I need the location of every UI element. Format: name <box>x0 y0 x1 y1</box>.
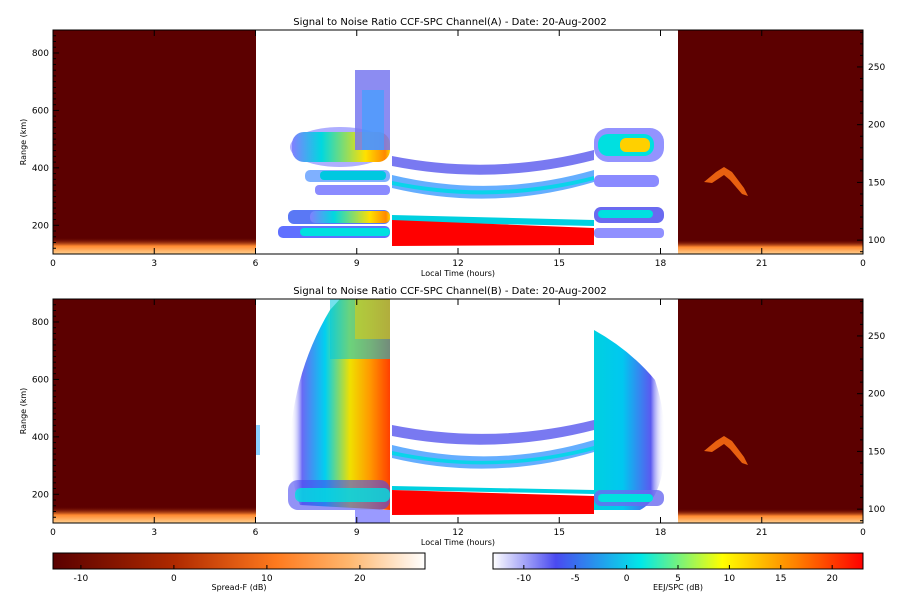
colorbar-eej-ticks: -10 -5 0 5 10 15 20 <box>516 565 838 584</box>
panel-b-eej-region <box>392 420 594 515</box>
panel-b-x-ticks: 0 3 6 9 12 15 18 21 0 <box>50 299 866 538</box>
panel-b-spreadf-feature <box>704 436 748 465</box>
colorbar-spreadf-label: Spread-F (dB) <box>211 583 266 592</box>
y2-tick-label: 250 <box>868 63 885 73</box>
panel-a-morning-layers <box>278 70 390 238</box>
panel-a-eej-region <box>392 150 594 246</box>
colorbar-spreadf-bar <box>52 552 426 570</box>
x-tick-label: 18 <box>655 528 667 538</box>
x-tick-label: 9 <box>354 528 360 538</box>
x-tick-label: 0 <box>860 528 866 538</box>
colorbar-tick-label: -5 <box>571 574 580 584</box>
panel-a-ylabel: Range (km) <box>19 119 28 166</box>
colorbar-tick-label: -10 <box>516 574 531 584</box>
panel-channel-a: Signal to Noise Ratio CCF-SPC Channel(A)… <box>19 17 885 278</box>
colorbar-tick-label: 20 <box>354 574 366 584</box>
y2-tick-label: 150 <box>868 178 885 188</box>
panel-b-xlabel: Local Time (hours) <box>421 538 495 547</box>
y-tick-label: 400 <box>32 164 49 174</box>
y-tick-label: 600 <box>32 106 49 116</box>
panel-a-xlabel: Local Time (hours) <box>421 269 495 278</box>
colorbar-spreadf-ticks: -10 0 10 20 <box>74 565 366 584</box>
panel-b-afternoon-plume <box>594 330 665 510</box>
colorbar-tick-label: 0 <box>171 574 177 584</box>
panel-a-spreadf-right <box>678 30 863 254</box>
colorbar-spreadf: -10 0 10 20 Spread-F (dB) <box>52 552 426 592</box>
panel-b-y-ticks: 200 400 600 800 <box>32 298 59 524</box>
panel-b-spreadf-right <box>678 299 863 523</box>
panel-b-title: Signal to Noise Ratio CCF-SPC Channel(B)… <box>293 286 607 297</box>
colorbar-tick-label: 20 <box>826 574 838 584</box>
y-tick-label: 200 <box>32 490 49 500</box>
x-tick-label: 6 <box>253 528 259 538</box>
colorbar-tick-label: -10 <box>74 574 89 584</box>
panel-b-spreadf-left <box>53 299 256 523</box>
x-tick-label: 0 <box>50 528 56 538</box>
panel-a-title: Signal to Noise Ratio CCF-SPC Channel(A)… <box>293 17 607 28</box>
y2-tick-label: 100 <box>868 505 885 515</box>
panel-a-x-ticks: 0 3 6 9 12 15 18 21 0 <box>50 30 866 269</box>
x-tick-label: 21 <box>756 259 767 269</box>
colorbar-tick-label: 0 <box>624 574 630 584</box>
x-tick-label: 15 <box>554 259 565 269</box>
panel-b-ylabel: Range (km) <box>19 388 28 435</box>
x-tick-label: 21 <box>756 528 767 538</box>
y-tick-label: 600 <box>32 375 49 385</box>
colorbar-eej: -10 -5 0 5 10 15 20 EEJ/SPC (dB) <box>492 552 864 592</box>
colorbar-tick-label: 15 <box>775 574 786 584</box>
panel-a-spreadf-left <box>53 30 256 254</box>
x-tick-label: 0 <box>860 259 866 269</box>
panel-b-spreadf-left-bottom-layer <box>53 507 256 523</box>
y-tick-label: 800 <box>32 49 49 59</box>
x-tick-label: 3 <box>151 259 157 269</box>
x-tick-label: 18 <box>655 259 667 269</box>
panel-a-y-ticks: 200 400 600 800 <box>32 29 59 255</box>
panel-b-spreadf-right-bottom-layer <box>678 509 863 523</box>
x-tick-label: 15 <box>554 528 565 538</box>
panel-a-y2-ticks: 100 150 200 250 <box>857 31 885 253</box>
y2-tick-label: 150 <box>868 447 885 457</box>
y-tick-label: 200 <box>32 221 49 231</box>
panel-channel-b: Signal to Noise Ratio CCF-SPC Channel(B)… <box>19 286 885 547</box>
x-tick-label: 12 <box>452 259 463 269</box>
panel-a-spreadf-left-bottom-layer <box>53 238 256 254</box>
panel-a-spreadf-right-bottom-layer <box>678 240 863 254</box>
x-tick-label: 12 <box>452 528 463 538</box>
x-tick-label: 6 <box>253 259 259 269</box>
y2-tick-label: 200 <box>868 121 885 131</box>
y2-tick-label: 250 <box>868 332 885 342</box>
colorbar-tick-label: 5 <box>675 574 681 584</box>
panel-a-afternoon-layers <box>594 128 664 238</box>
x-tick-label: 3 <box>151 528 157 538</box>
y2-tick-label: 100 <box>868 236 885 246</box>
colorbar-tick-label: 10 <box>261 574 273 584</box>
panel-a-spreadf-feature <box>704 167 748 196</box>
x-tick-label: 9 <box>354 259 360 269</box>
y2-tick-label: 200 <box>868 390 885 400</box>
y-tick-label: 400 <box>32 433 49 443</box>
colorbar-tick-label: 10 <box>724 574 736 584</box>
colorbar-eej-label: EEJ/SPC (dB) <box>653 583 703 592</box>
panel-b-y2-ticks: 100 150 200 250 <box>857 300 885 522</box>
panel-b-morning-plume <box>256 299 390 523</box>
x-tick-label: 0 <box>50 259 56 269</box>
y-tick-label: 800 <box>32 318 49 328</box>
